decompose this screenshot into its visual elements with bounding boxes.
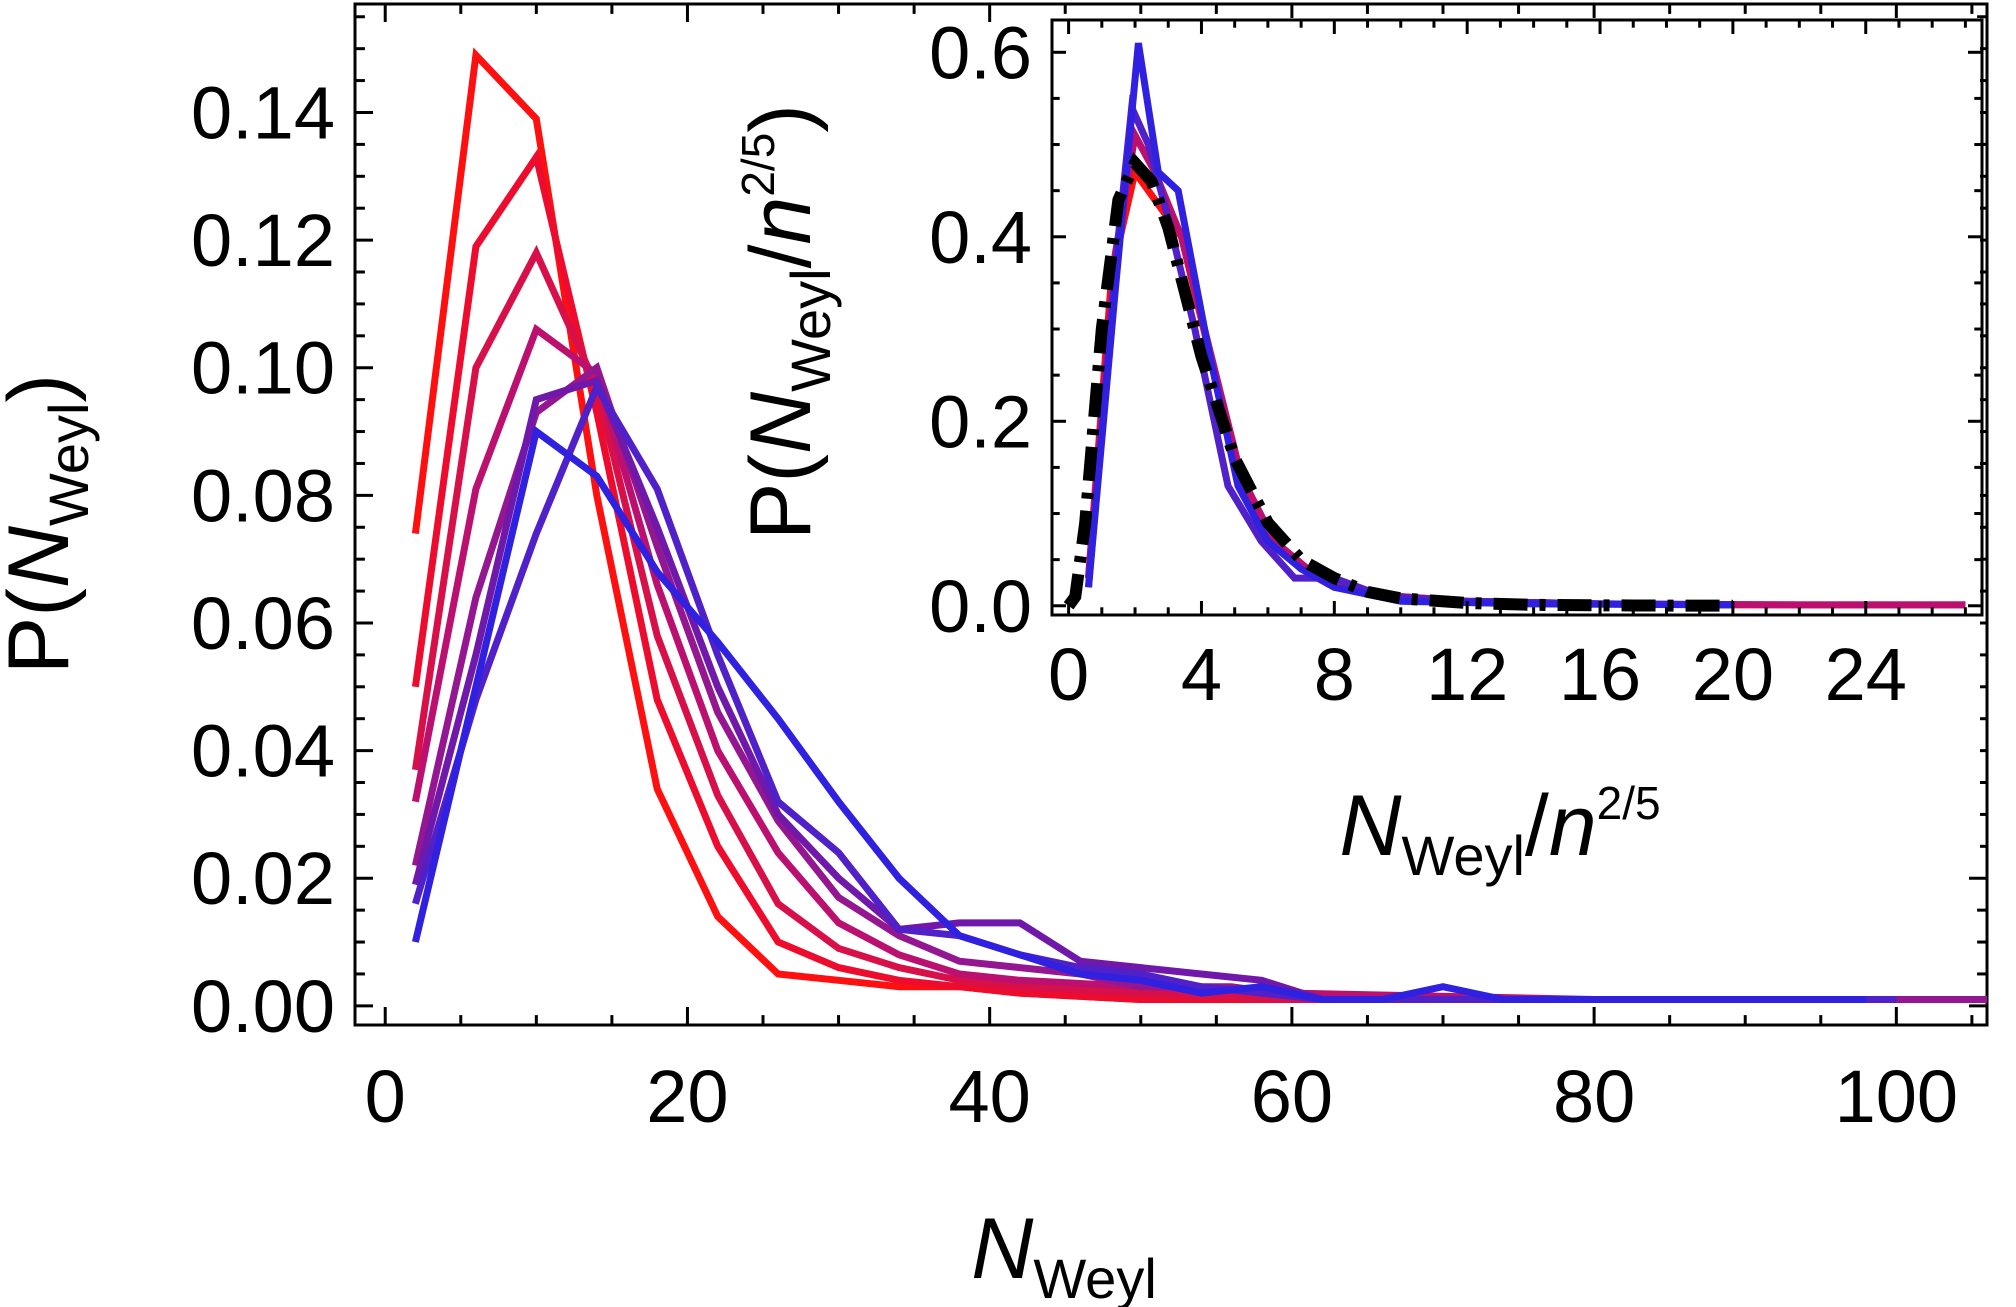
inset-series-group xyxy=(1063,42,1966,612)
main-x-tick-label: 80 xyxy=(1553,1055,1635,1138)
inset-y-tick-label: 0.0 xyxy=(929,565,1032,648)
main-x-tick-label: 0 xyxy=(365,1055,406,1138)
inset-plot-frame xyxy=(1050,18,1984,617)
main-x-tick-label: 60 xyxy=(1251,1055,1333,1138)
inset-series-line-4 xyxy=(1085,42,1733,609)
inset-x-tick-label: 24 xyxy=(1825,633,1907,716)
inset-y-axis-title: P(NWeyl/n2/5) xyxy=(732,104,842,540)
main-y-axis-title: P(NWeyl) xyxy=(0,374,100,674)
inset-x-tick-label: 8 xyxy=(1314,633,1355,716)
main-y-tick-label: 0.00 xyxy=(191,965,335,1048)
main-plot-frame xyxy=(353,2,1989,1027)
inset-chart: 0 4 8 12 16 20 24 0.0 0.2 0.4 0.6 NWeyl/n2/5 P(NW… xyxy=(732,11,1984,887)
main-y-tick-label: 0.04 xyxy=(191,710,335,793)
main-series-line-8 xyxy=(411,425,1867,1003)
main-x-tick-labels: 0 20 40 60 80 100 xyxy=(365,1055,1958,1138)
inset-y-tick-label: 0.4 xyxy=(929,196,1032,279)
main-x-axis-title: NWeyl xyxy=(971,1201,1157,1307)
inset-y-tick-label: 0.2 xyxy=(929,380,1032,463)
main-y-tick-labels: 0.00 0.02 0.04 0.06 0.08 0.10 0.12 0.14 xyxy=(191,71,335,1047)
main-y-tick-label: 0.08 xyxy=(191,454,335,537)
inset-x-tick-label: 12 xyxy=(1426,633,1508,716)
main-x-tick-label: 100 xyxy=(1835,1055,1958,1138)
inset-ticks xyxy=(1052,20,1982,615)
inset-x-axis-title: NWeyl/n2/5 xyxy=(1339,777,1660,887)
main-x-tick-label: 20 xyxy=(646,1055,728,1138)
inset-x-tick-label: 20 xyxy=(1692,633,1774,716)
inset-y-tick-label: 0.6 xyxy=(929,11,1032,94)
inset-x-tick-labels: 0 4 8 12 16 20 24 xyxy=(1048,633,1907,716)
main-y-tick-label: 0.02 xyxy=(191,837,335,920)
main-y-tick-label: 0.06 xyxy=(191,582,335,665)
main-y-tick-label: 0.12 xyxy=(191,199,335,282)
inset-background xyxy=(1050,18,1980,858)
main-series-group xyxy=(411,47,1987,1003)
main-y-tick-label: 0.14 xyxy=(191,71,335,154)
inset-fit-curve xyxy=(1063,152,1733,612)
inset-y-tick-labels: 0.0 0.2 0.4 0.6 xyxy=(929,11,1032,647)
main-y-tick-label: 0.10 xyxy=(191,327,335,410)
main-x-tick-label: 40 xyxy=(949,1055,1031,1138)
inset-x-tick-label: 4 xyxy=(1181,633,1222,716)
inset-x-tick-label: 0 xyxy=(1048,633,1089,716)
main-series-line-3 xyxy=(411,244,1897,1003)
inset-x-tick-label: 16 xyxy=(1559,633,1641,716)
